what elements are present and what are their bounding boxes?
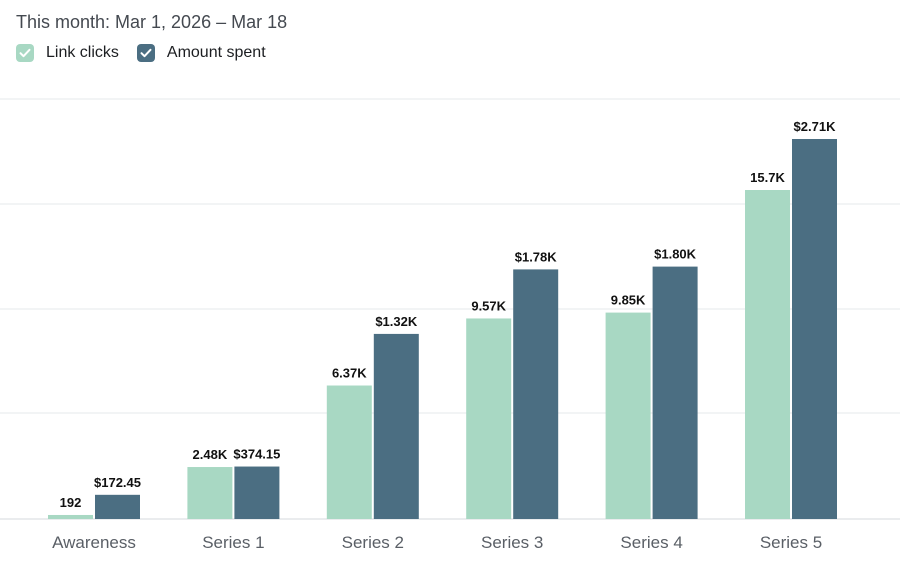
bar-link-clicks[interactable] [187,467,233,519]
x-tick-label: Series 5 [760,533,822,552]
bar-link-clicks[interactable] [605,312,651,519]
bar-link-clicks[interactable] [745,190,790,519]
legend-item-amount-spent[interactable]: Amount spent [136,44,266,62]
legend: Link clicks Amount spent [16,44,284,62]
x-tick-label: Series 3 [481,533,543,552]
data-label: $374.15 [233,447,280,462]
x-tick-label: Awareness [52,533,136,552]
data-label: $2.71K [794,119,837,134]
data-label: $1.32K [375,314,418,329]
bar-link-clicks[interactable] [48,514,93,519]
data-label: $1.78K [515,249,558,264]
check-icon [140,48,152,58]
bar-link-clicks[interactable] [466,318,512,519]
check-icon [19,48,31,58]
x-tick-label: Series 1 [202,533,264,552]
legend-checkbox-link-clicks[interactable] [16,44,34,62]
data-label: 6.37K [332,366,367,381]
x-tick-label: Series 2 [342,533,404,552]
x-tick-label: Series 4 [620,533,682,552]
bar-amount-spent[interactable] [373,333,419,519]
bar-amount-spent[interactable] [792,139,837,519]
data-label: 9.57K [471,298,506,313]
data-label: $172.45 [94,475,141,490]
bar-amount-spent[interactable] [652,266,698,519]
date-range-title: This month: Mar 1, 2026 – Mar 18 [16,12,288,32]
bar-link-clicks[interactable] [326,385,372,519]
legend-label-link-clicks: Link clicks [46,44,119,61]
legend-label-amount-spent: Amount spent [166,44,266,61]
data-label: 15.7K [750,170,785,185]
bar-amount-spent[interactable] [234,466,280,519]
bar-amount-spent[interactable] [95,494,140,519]
bar-amount-spent[interactable] [513,269,559,519]
legend-checkbox-amount-spent[interactable] [136,44,155,62]
data-label: 2.48K [193,447,228,462]
data-label: 9.85K [611,293,646,308]
data-label: $1.80K [654,247,697,262]
legend-item-link-clicks[interactable]: Link clicks [16,44,119,62]
data-label: 192 [60,495,82,510]
